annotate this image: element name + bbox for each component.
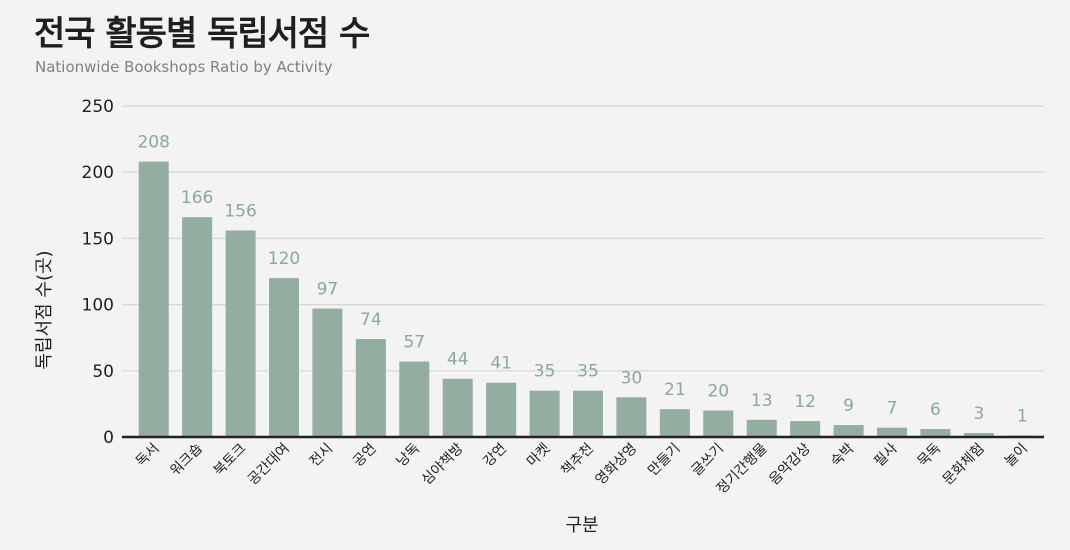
- bar: [703, 410, 734, 437]
- x-axis-title: 구분: [565, 515, 598, 536]
- x-tick-label: 낭독: [394, 440, 424, 470]
- bar: [963, 433, 994, 437]
- bar: [138, 161, 169, 437]
- data-label: 35: [534, 362, 556, 382]
- x-tick-label: 전시: [307, 441, 337, 471]
- x-tick-label: 영화상영: [593, 441, 641, 489]
- data-label: 9: [843, 396, 854, 416]
- y-tick-label: 250: [82, 97, 114, 117]
- data-label: 44: [447, 350, 469, 370]
- bar: [442, 378, 473, 437]
- bar: [399, 361, 430, 437]
- chart-title: 전국 활동별 독립서점 수: [34, 14, 370, 54]
- x-tick-label: 음악감상: [766, 440, 814, 488]
- y-tick-label: 0: [103, 428, 114, 448]
- x-tick-label: 놀이: [1002, 441, 1032, 471]
- data-label: 166: [181, 188, 213, 208]
- data-label: 1: [1017, 407, 1028, 427]
- bar: [486, 382, 517, 437]
- bar: [269, 278, 299, 437]
- x-tick-label: 묵독: [915, 440, 945, 470]
- data-label: 35: [577, 362, 599, 382]
- y-axis-title: 독립서점 수(곳): [34, 250, 55, 369]
- chart-subtitle: Nationwide Bookshops Ratio by Activity: [35, 58, 333, 76]
- y-tick-label: 50: [92, 362, 114, 382]
- x-tick-label: 문화체험: [940, 441, 988, 489]
- bar: [877, 427, 907, 437]
- data-label: 57: [403, 333, 425, 353]
- bar: [659, 409, 690, 437]
- bar: [529, 390, 560, 437]
- bar: [920, 429, 951, 437]
- data-label: 20: [707, 382, 729, 402]
- bar: [182, 217, 213, 437]
- y-tick-label: 150: [82, 229, 114, 249]
- data-label: 41: [490, 354, 512, 374]
- x-tick-label: 심야책방: [419, 440, 467, 488]
- data-label: 208: [137, 133, 169, 153]
- bar: [573, 390, 603, 437]
- data-label: 3: [973, 404, 984, 424]
- bar: [833, 425, 864, 437]
- data-label: 12: [794, 392, 816, 412]
- data-label: 74: [360, 310, 382, 330]
- data-label: 97: [317, 280, 339, 300]
- bar: [790, 421, 821, 437]
- x-tick-label: 공연: [350, 441, 380, 471]
- data-label: 6: [930, 400, 941, 420]
- bar: [746, 419, 777, 437]
- bar: [312, 308, 343, 437]
- x-tick-label: 북토크: [211, 440, 250, 479]
- x-tick-label: 독서: [133, 441, 163, 471]
- y-tick-label: 100: [82, 296, 114, 316]
- bar: [355, 339, 386, 437]
- x-tick-label: 글쓰기: [688, 441, 727, 480]
- x-tick-label: 필사: [871, 440, 901, 470]
- x-tick-label: 숙박: [828, 440, 858, 470]
- data-label: 21: [664, 380, 686, 400]
- x-tick-label: 만들기: [645, 441, 684, 480]
- x-tick-label: 강연: [480, 441, 510, 471]
- data-label: 7: [887, 399, 898, 419]
- data-label: 30: [621, 368, 643, 388]
- x-tick-label: 책추천: [558, 441, 597, 480]
- x-tick-label: 워크숍: [167, 440, 206, 479]
- data-label: 120: [268, 249, 300, 269]
- bar: [225, 230, 256, 437]
- data-label: 13: [751, 391, 773, 411]
- y-tick-label: 200: [82, 163, 114, 183]
- x-tick-label: 공간대여: [245, 441, 293, 489]
- bar: [616, 397, 647, 437]
- x-tick-label: 마켓: [524, 440, 554, 470]
- data-label: 156: [224, 201, 256, 221]
